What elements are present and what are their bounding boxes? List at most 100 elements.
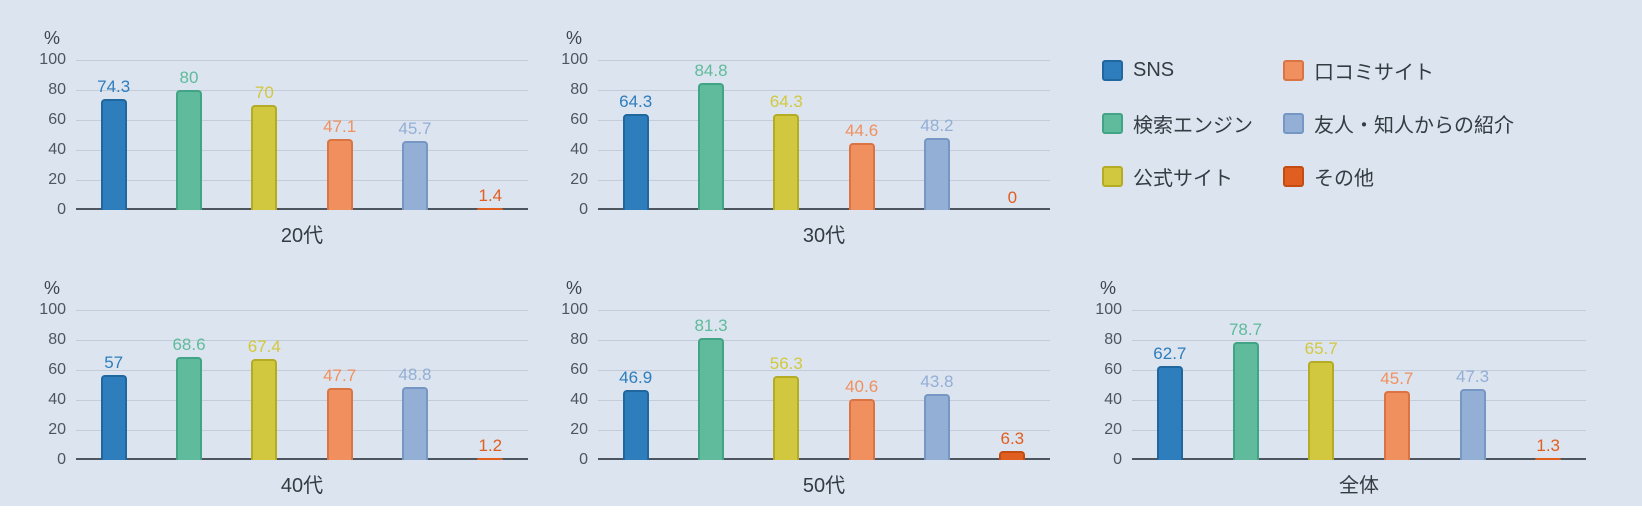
chart-20s: % 0 20 40 60 80 100 74.3 80 70 47.1 45.7 1.4 20代 <box>28 24 528 248</box>
gridline <box>598 399 1050 401</box>
legend-swatch-other <box>1283 166 1304 187</box>
y-axis-unit-label: % <box>43 28 60 48</box>
bar-group-5: 1.2 <box>453 310 528 460</box>
bar <box>773 375 800 460</box>
bar-value-label: 81.3 <box>694 316 728 336</box>
y-tick-label: 100 <box>39 51 66 68</box>
bar-group-5: 0 <box>975 60 1050 210</box>
bar-value-label: 45.7 <box>398 119 432 139</box>
bar <box>477 458 504 460</box>
bar-value-label: 43.8 <box>920 372 954 392</box>
bar-group-3: 47.7 <box>302 310 377 460</box>
bar <box>251 358 278 460</box>
bar-value-label: 47.3 <box>1455 367 1490 387</box>
x-axis-line <box>598 208 1050 210</box>
bar-value-label: 80 <box>179 68 199 87</box>
bar <box>100 98 127 210</box>
gridline <box>76 369 528 371</box>
bar <box>697 338 724 460</box>
bar <box>100 374 127 460</box>
bar <box>401 386 428 460</box>
gridline <box>598 119 1050 121</box>
y-tick-label: 60 <box>48 361 66 378</box>
y-axis-unit-label: % <box>565 278 582 298</box>
gridline <box>598 59 1050 61</box>
y-tick-label: 20 <box>48 421 66 438</box>
bar-chart: % 0 20 40 60 80 100 62.7 78.7 65.7 45.7 47.3 1.3 全体 <box>1084 274 1586 498</box>
legend-label-other: その他 <box>1314 168 1374 190</box>
legend-label-official-site: 公式サイト <box>1133 168 1233 190</box>
bar <box>251 105 278 210</box>
legend-swatch-sns <box>1102 60 1123 81</box>
gridline <box>76 179 528 181</box>
y-tick-label: 60 <box>1104 361 1122 378</box>
bar-value-label: 56.3 <box>769 353 803 373</box>
bar-value-label: 47.1 <box>323 117 357 137</box>
bar <box>697 82 724 210</box>
chart-30s: % 0 20 40 60 80 100 64.3 84.8 64.3 44.6 48.2 0 30代 <box>550 24 1050 248</box>
bar-value-label: 68.6 <box>172 335 206 355</box>
bar-value-label: 47.7 <box>323 366 357 386</box>
legend-item-official-site: 公式サイト <box>1102 162 1253 191</box>
bar-value-label: 46.9 <box>619 367 653 387</box>
gridline <box>1132 369 1586 371</box>
gridline <box>1132 309 1586 311</box>
bar-value-label: 78.7 <box>1228 319 1263 339</box>
chart-overall: % 0 20 40 60 80 100 62.7 78.7 65.7 45.7 47.3 1.3 全体 <box>1072 274 1586 498</box>
gridline <box>598 89 1050 91</box>
y-tick-label: 40 <box>570 141 588 158</box>
bar-value-label: 0 <box>1007 188 1018 207</box>
chart-plot-area: 0 20 40 60 80 100 57 68.6 67.4 47.7 48.8 1.2 <box>28 301 528 468</box>
bar-value-label: 70 <box>254 83 274 102</box>
gridline <box>598 369 1050 371</box>
bar-group-0: 64.3 <box>598 60 673 210</box>
gridline <box>1132 339 1586 341</box>
gridline <box>76 429 528 431</box>
y-tick-label: 80 <box>48 81 66 98</box>
chart-title: 30代 <box>802 225 846 247</box>
y-tick-label: 0 <box>57 201 66 218</box>
legend-swatch-referral <box>1283 113 1304 134</box>
bar-group-4: 47.3 <box>1435 310 1511 460</box>
bar-group-4: 45.7 <box>377 60 452 210</box>
legend-item-search-engine: 検索エンジン <box>1102 109 1253 138</box>
bar-value-label: 64.3 <box>769 91 803 111</box>
chart-title: 50代 <box>802 475 846 497</box>
legend-item-referral: 友人・知人からの紹介 <box>1283 109 1514 138</box>
charts-grid: % 0 20 40 60 80 100 74.3 80 70 47.1 45.7 1.4 20代 % 0 20… <box>28 24 1642 498</box>
bar-group-3: 44.6 <box>824 60 899 210</box>
bar <box>175 357 202 460</box>
y-tick-label: 60 <box>570 111 588 128</box>
bar-group-4: 43.8 <box>899 310 974 460</box>
bar-value-label: 1.2 <box>478 436 503 456</box>
y-tick-label: 100 <box>561 51 588 68</box>
bar <box>175 90 202 210</box>
y-tick-label: 40 <box>48 391 66 408</box>
y-tick-label: 0 <box>57 451 66 468</box>
y-tick-label: 40 <box>48 141 66 158</box>
chart-50s: % 0 20 40 60 80 100 46.9 81.3 56.3 40.6 43.8 6.3 50代 <box>550 274 1050 498</box>
bar-group-5: 1.4 <box>453 60 528 210</box>
gridline <box>76 119 528 121</box>
gridline <box>76 339 528 341</box>
gridline <box>76 149 528 151</box>
bar-value-label: 65.7 <box>1304 339 1338 359</box>
chart-plot-area: 0 20 40 60 80 100 64.3 84.8 64.3 44.6 48.2 0 <box>550 51 1050 218</box>
bar-group-1: 80 <box>151 60 226 210</box>
x-axis-line <box>1132 458 1586 460</box>
plot: 57 68.6 67.4 47.7 48.8 1.2 <box>76 309 528 460</box>
plot: 64.3 84.8 64.3 44.6 48.2 0 <box>598 59 1050 210</box>
y-tick-label: 0 <box>579 201 588 218</box>
gridline <box>598 179 1050 181</box>
bar <box>923 137 950 210</box>
legend-label-sns: SNS <box>1133 59 1175 81</box>
y-axis-unit-label: % <box>43 278 60 298</box>
bar <box>477 207 504 210</box>
gridline <box>76 399 528 401</box>
y-tick-label: 80 <box>570 331 588 348</box>
gridline <box>1132 399 1586 401</box>
legend-swatch-official-site <box>1102 166 1123 187</box>
bar-value-label: 40.6 <box>845 377 879 397</box>
bar-value-label: 67.4 <box>247 336 281 356</box>
y-tick-label: 80 <box>570 81 588 98</box>
